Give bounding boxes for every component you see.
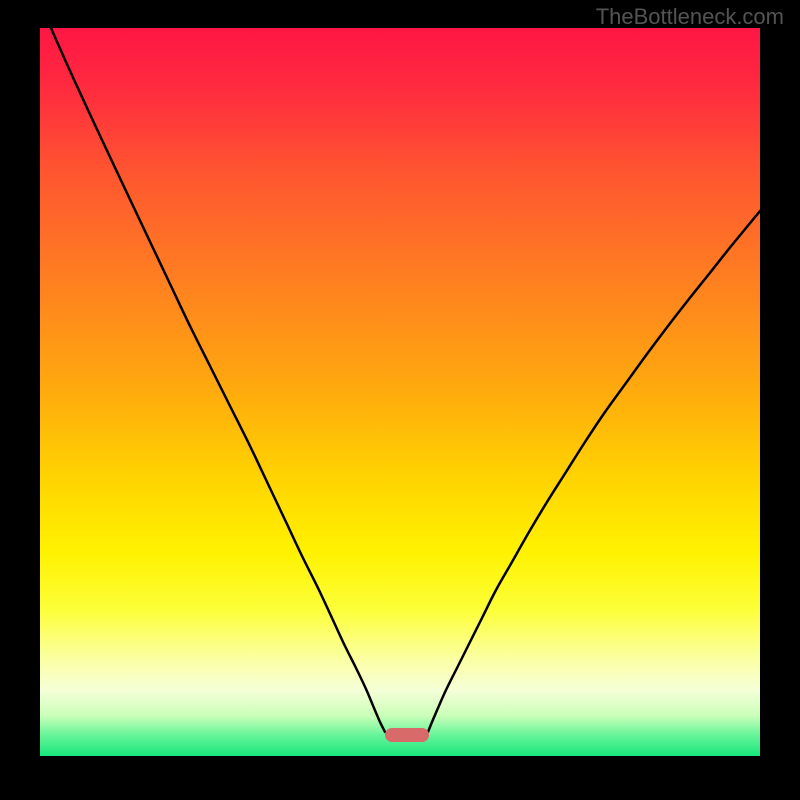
watermark-text: TheBottleneck.com	[596, 4, 784, 30]
curve-left-arc	[51, 28, 385, 732]
plot-area	[40, 28, 760, 756]
chart-curves	[40, 28, 760, 756]
curve-right-arc	[428, 211, 760, 732]
bottleneck-marker	[385, 728, 429, 742]
